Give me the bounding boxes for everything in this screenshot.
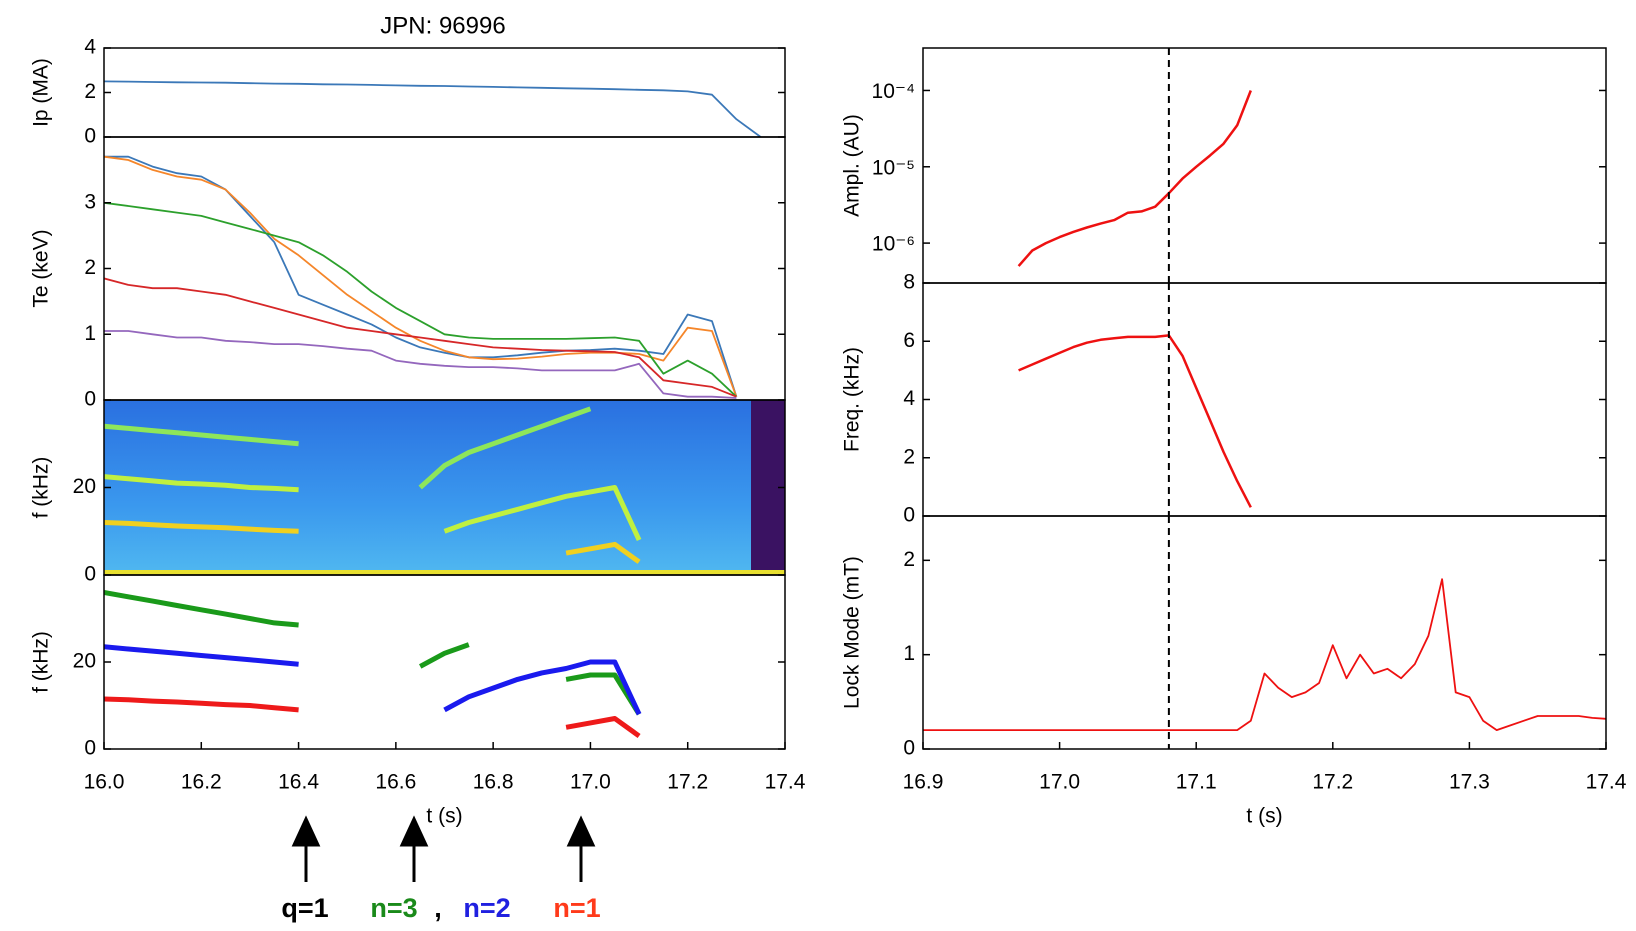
- series-line: [104, 589, 642, 716]
- series-line: [104, 330, 737, 399]
- x-tick-label: 16.4: [278, 771, 319, 794]
- y-axis-label: Ip (MA): [30, 58, 53, 127]
- y-tick-label: 20: [73, 650, 96, 673]
- y-tick-label: 0: [903, 504, 915, 527]
- panel-frame: [103, 574, 786, 750]
- x-tick-label: 17.1: [1176, 771, 1217, 794]
- panel: 10⁻⁶ 10⁻⁵ 10⁻⁴ Ampl. (AU): [841, 47, 1607, 284]
- y-tick-label: 4: [903, 387, 915, 410]
- x-tick-label: 16.9: [903, 771, 944, 794]
- y-tick-label: 0: [903, 737, 915, 760]
- arrow-head: [291, 815, 321, 847]
- series-line: [1017, 90, 1252, 267]
- arrow-head: [399, 815, 429, 847]
- y-tick-label: 10⁻⁴: [872, 80, 915, 103]
- panel: 0 1 2 3 Te (keV): [30, 136, 786, 411]
- x-axis-label: t (s): [426, 805, 462, 828]
- x-tick-label: 16.2: [181, 771, 222, 794]
- panel: 0 2 4 6 8 Freq. (kHz): [841, 271, 1607, 527]
- x-tick-label: 17.2: [667, 771, 708, 794]
- panel-frame: [922, 47, 1607, 284]
- x-tick-label: 17.2: [1312, 771, 1353, 794]
- y-tick-label: 1: [84, 322, 96, 345]
- series-line: [104, 696, 641, 739]
- series-line: [104, 155, 738, 397]
- annotation: n=2: [463, 893, 510, 923]
- y-tick-label: 2: [903, 548, 915, 571]
- y-tick-label: 2: [84, 256, 96, 279]
- x-tick-label: 17.4: [1586, 771, 1627, 794]
- y-tick-label: 3: [84, 190, 96, 213]
- y-axis-label: Lock Mode (mT): [841, 556, 864, 709]
- panel: 0 20 16.0 16.2 16.4 16.6 16.8 17.0 17.2 17.4 t (s)…: [30, 574, 806, 923]
- y-tick-label: 0: [84, 388, 96, 411]
- series-line: [104, 644, 642, 716]
- panel-frame: [103, 136, 786, 401]
- y-tick-label: 8: [903, 271, 915, 294]
- y-tick-label: 4: [84, 36, 96, 59]
- annotation: q=1: [281, 893, 328, 923]
- spectrogram-baseline: [104, 570, 785, 575]
- annotation: n=3: [370, 893, 417, 923]
- panel-frame: [922, 515, 1607, 750]
- x-axis-label: t (s): [1246, 805, 1282, 828]
- y-axis-label: f (kHz): [30, 631, 53, 693]
- spectral-trace: [104, 406, 592, 490]
- x-tick-label: 16.6: [375, 771, 416, 794]
- series-line: [923, 578, 1606, 731]
- y-tick-label: 10⁻⁵: [872, 156, 915, 179]
- spectral-trace: [104, 520, 641, 564]
- x-tick-label: 17.4: [765, 771, 806, 794]
- y-axis-label: Te (keV): [30, 229, 53, 307]
- y-tick-label: 0: [84, 737, 96, 760]
- spectral-trace: [104, 474, 642, 542]
- series-line: [104, 80, 762, 137]
- y-tick-label: 20: [73, 475, 96, 498]
- y-tick-label: 10⁻⁶: [872, 233, 915, 256]
- annotation: n=1: [553, 893, 600, 923]
- x-tick-label: 17.0: [1039, 771, 1080, 794]
- y-tick-label: 6: [903, 329, 915, 352]
- x-tick-label: 17.0: [570, 771, 611, 794]
- chart-title: JPN: 96996: [380, 12, 505, 39]
- series-line: [1018, 334, 1252, 508]
- x-tick-label: 16.8: [473, 771, 514, 794]
- panel-frame: [922, 282, 1607, 517]
- y-axis-label: Ampl. (AU): [841, 114, 864, 217]
- series-line: [104, 277, 737, 398]
- y-axis-label: Freq. (kHz): [841, 347, 864, 452]
- y-tick-label: 0: [84, 125, 96, 148]
- arrows: [291, 815, 596, 882]
- x-tick-label: 16.0: [84, 771, 125, 794]
- x-tick-label: 17.3: [1449, 771, 1490, 794]
- y-tick-label: 0: [84, 563, 96, 586]
- series-line: [104, 155, 738, 398]
- panel: 0 1 2 16.9 17.0 17.1 17.2 17.3 17.4 t (s) Lock Mod…: [841, 515, 1627, 828]
- series-line: [104, 201, 738, 398]
- y-axis-label: f (kHz): [30, 457, 53, 519]
- y-tick-label: 1: [903, 642, 915, 665]
- y-tick-label: 2: [903, 445, 915, 468]
- panel: 0 2 4 Ip (MA): [30, 36, 786, 148]
- arrow-head: [566, 815, 596, 847]
- spectrogram-background: [104, 400, 785, 575]
- panel-frame: [103, 47, 786, 138]
- annotation: ,: [434, 893, 442, 923]
- y-tick-label: 2: [84, 80, 96, 103]
